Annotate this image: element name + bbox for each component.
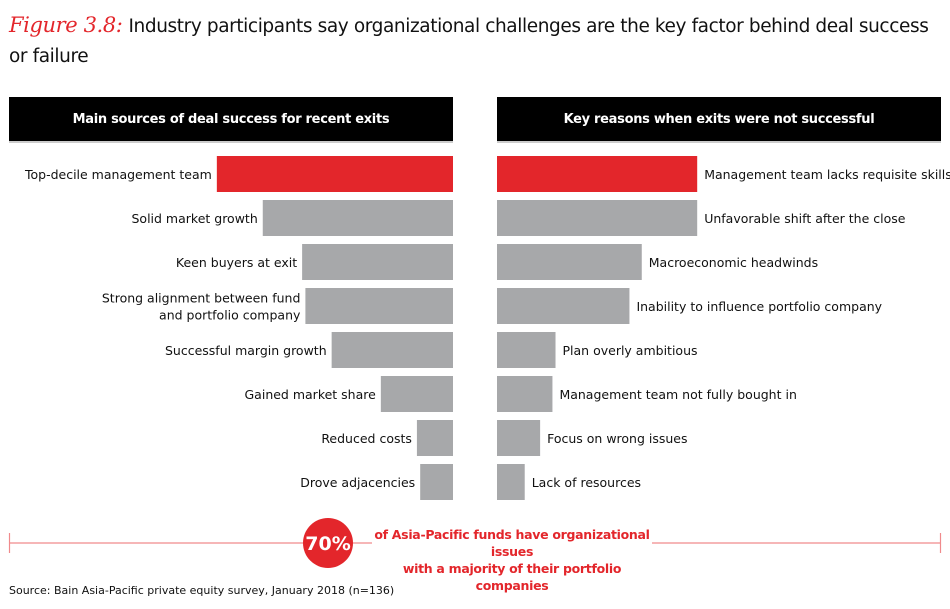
right-category-label: Inability to influence portfolio company — [636, 299, 882, 314]
left-category-label: Keen buyers at exit — [176, 255, 297, 270]
left-panel-header: Main sources of deal success for recent … — [9, 97, 453, 143]
right-panel-header: Key reasons when exits were not successf… — [497, 97, 941, 143]
right-bar — [497, 464, 525, 500]
left-bar — [262, 200, 453, 236]
left-bar — [302, 244, 453, 280]
right-category-label: Focus on wrong issues — [547, 431, 687, 446]
figure-number: Figure 3.8: — [9, 13, 123, 37]
left-category-label: Gained market share — [245, 387, 377, 402]
left-bar — [380, 376, 453, 412]
right-bar — [497, 332, 556, 368]
right-bar — [497, 156, 698, 192]
right-category-label: Plan overly ambitious — [563, 343, 698, 358]
right-category-label: Unfavorable shift after the close — [704, 211, 906, 226]
left-bar — [305, 288, 453, 324]
right-category-label: Management team lacks requisite skills — [704, 167, 950, 182]
right-bar — [497, 244, 642, 280]
left-category-label: Reduced costs — [321, 431, 412, 446]
callout-line1: of Asia-Pacific funds have organizationa… — [374, 527, 650, 559]
right-bar — [497, 376, 553, 412]
callout-text: of Asia-Pacific funds have organizationa… — [372, 526, 652, 594]
source-note: Source: Bain Asia-Pacific private equity… — [9, 584, 395, 597]
right-category-label: Management team not fully bought in — [559, 387, 796, 402]
left-bar — [420, 464, 453, 500]
right-category-label: Macroeconomic headwinds — [649, 255, 818, 270]
left-category-label: Drove adjacencies — [300, 475, 415, 490]
right-bar — [497, 200, 698, 236]
right-bar — [497, 420, 541, 456]
left-category-label: Top-decile management team — [24, 167, 212, 182]
left-bar — [216, 156, 453, 192]
right-category-label: Lack of resources — [532, 475, 641, 490]
callout-value: 70% — [305, 533, 350, 555]
callout-line2: with a majority of their portfolio compa… — [402, 561, 622, 593]
right-bar — [497, 288, 630, 324]
left-category-label: Solid market growth — [131, 211, 257, 226]
left-category-label: Successful margin growth — [165, 343, 327, 358]
figure-title: Figure 3.8: Industry participants say org… — [9, 10, 944, 72]
callout-circle — [303, 518, 353, 568]
left-category-label: and portfolio company — [159, 308, 301, 323]
left-bar — [416, 420, 453, 456]
left-category-label: Strong alignment between fund — [102, 291, 301, 306]
figure-title-text: Industry participants say organizational… — [9, 16, 929, 67]
callout-text-backdrop — [372, 528, 652, 562]
left-bar — [331, 332, 453, 368]
